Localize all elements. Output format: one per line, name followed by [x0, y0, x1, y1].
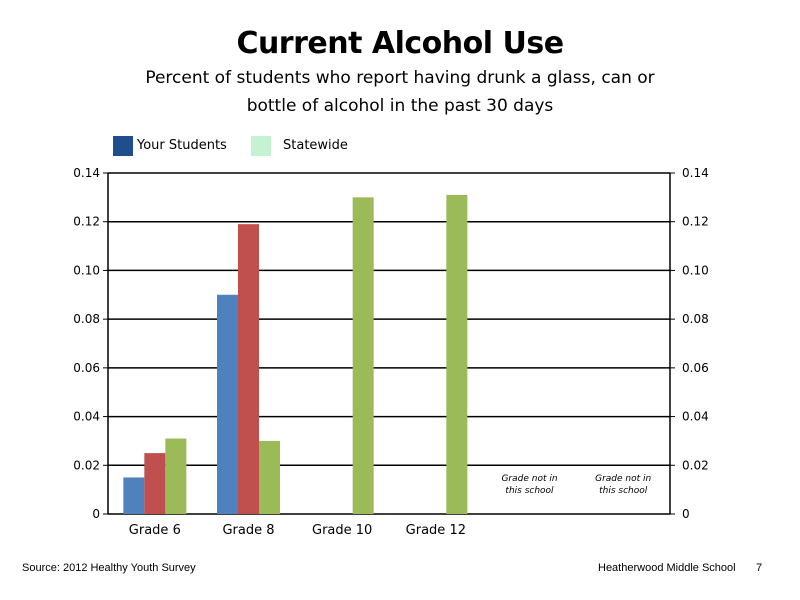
chart-subtitle-line-2: bottle of alcohol in the past 30 days [246, 96, 554, 116]
y-tick-label-left: 0.04 [73, 410, 100, 424]
bar [238, 224, 259, 514]
bar [259, 440, 280, 514]
y-tick-label-right: 0 [682, 507, 690, 521]
x-tick-label: Grade 12 [406, 523, 466, 538]
page-number: 7 [756, 562, 763, 574]
grade-not-in-school-annotation: Grade not in [595, 474, 651, 484]
y-tick-label-right: 0.06 [682, 361, 709, 375]
chart-title: Current Alcohol Use [236, 26, 564, 61]
school-name: Heatherwood Middle School [598, 562, 736, 574]
bar [446, 194, 468, 514]
bar [144, 453, 166, 514]
y-tick-label-left: 0.06 [73, 361, 100, 375]
y-tick-label-right: 0.14 [682, 166, 709, 180]
y-tick-label-right: 0.02 [682, 458, 709, 472]
y-tick-label-right: 0.10 [682, 263, 709, 277]
x-tick-label: Grade 10 [312, 523, 372, 538]
bar [217, 294, 238, 514]
y-tick-label-left: 0.12 [73, 215, 100, 229]
x-tick-label: Grade 8 [222, 523, 274, 538]
y-tick-label-right: 0.12 [682, 215, 709, 229]
grade-not-in-school-annotation: this school [599, 486, 648, 496]
y-tick-label-left: 0.14 [73, 166, 100, 180]
legend-label-your-students: Your Students [137, 138, 227, 153]
grade-not-in-school-annotation: this school [505, 486, 554, 496]
x-tick-label: Grade 6 [129, 523, 181, 538]
bar [165, 438, 187, 514]
y-tick-label-left: 0.02 [73, 458, 100, 472]
y-tick-label-left: 0.10 [73, 263, 100, 277]
y-tick-label-left: 0 [92, 507, 100, 521]
y-tick-label-left: 0.08 [73, 312, 100, 326]
legend-label-statewide: Statewide [283, 138, 348, 153]
bar [123, 477, 145, 514]
chart-subtitle-line-1: Percent of students who report having dr… [145, 68, 655, 88]
legend-swatch-statewide [251, 136, 271, 156]
grade-not-in-school-annotation: Grade not in [501, 474, 557, 484]
y-tick-label-right: 0.04 [682, 410, 709, 424]
y-tick-label-right: 0.08 [682, 312, 709, 326]
legend-swatch-your-students [113, 136, 133, 156]
bar [352, 197, 374, 514]
source-note: Source: 2012 Healthy Youth Survey [22, 562, 196, 574]
